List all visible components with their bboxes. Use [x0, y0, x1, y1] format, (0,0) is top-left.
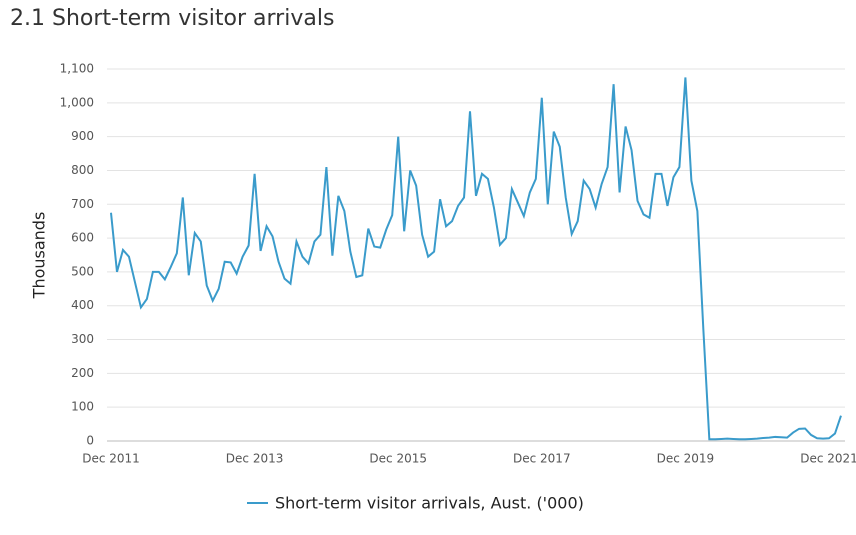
y-axis-label: Thousands — [30, 212, 49, 300]
y-tick-label: 700 — [71, 197, 94, 211]
y-tick-label: 600 — [71, 231, 94, 245]
y-tick-label: 1,000 — [60, 95, 94, 109]
y-tick-label: 100 — [71, 400, 94, 414]
x-tick-label: Dec 2015 — [369, 452, 427, 466]
y-tick-label: 900 — [71, 129, 94, 143]
series-line — [110, 77, 842, 441]
y-tick-label: 500 — [71, 264, 94, 278]
y-tick-label: 800 — [71, 163, 94, 177]
x-tick-label: Dec 2019 — [657, 452, 715, 466]
x-tick-label: Dec 2013 — [226, 452, 284, 466]
x-tick-label: Dec 2017 — [513, 452, 571, 466]
y-tick-label: 0 — [86, 434, 94, 448]
y-tick-label: 400 — [71, 298, 94, 312]
y-tick-label: 1,100 — [60, 62, 94, 76]
y-tick-label: 200 — [71, 366, 94, 380]
x-tick-label: Dec 2011 — [82, 452, 140, 466]
chart-title: 2.1 Short-term visitor arrivals — [10, 6, 334, 31]
legend-label: Short-term visitor arrivals, Aust. ('000… — [275, 494, 584, 513]
y-tick-label: 300 — [71, 332, 94, 346]
x-tick-label: Dec 2021 — [800, 452, 856, 466]
